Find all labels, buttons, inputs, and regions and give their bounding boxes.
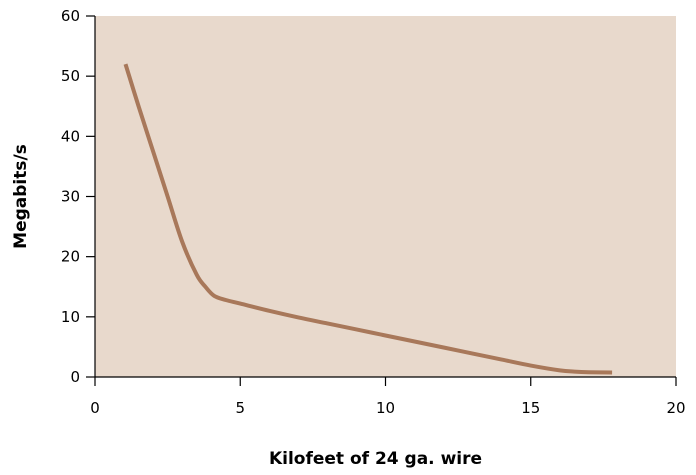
y-tick-label: 40 bbox=[61, 127, 80, 145]
series-group bbox=[123, 63, 613, 375]
series-line bbox=[123, 63, 613, 375]
x-axis-title: Kilofeet of 24 ga. wire bbox=[269, 449, 482, 469]
x-tick-label: 5 bbox=[235, 399, 245, 417]
tick-labels: 0 10 20 30 40 50 60 0 5 10 15 20 bbox=[61, 7, 686, 417]
y-tick-label: 10 bbox=[61, 308, 80, 326]
plot-area bbox=[95, 16, 676, 377]
y-tick-label: 0 bbox=[70, 368, 80, 386]
x-tick-label: 0 bbox=[90, 399, 100, 417]
x-tick-label: 15 bbox=[521, 399, 540, 417]
y-tick-label: 30 bbox=[61, 188, 80, 206]
y-axis-title: Megabits/s bbox=[11, 144, 31, 249]
axes bbox=[86, 15, 677, 386]
x-tick-label: 20 bbox=[666, 399, 685, 417]
y-tick-label: 60 bbox=[61, 7, 80, 25]
y-tick-label: 20 bbox=[61, 248, 80, 266]
x-tick-label: 10 bbox=[376, 399, 395, 417]
y-tick-label: 50 bbox=[61, 67, 80, 85]
